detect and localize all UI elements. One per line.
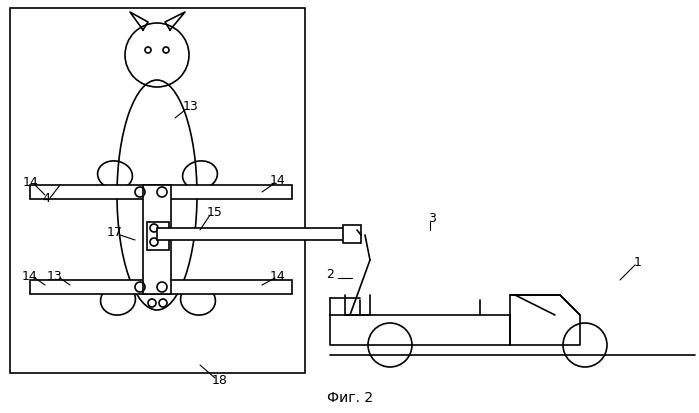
Text: 17: 17 — [107, 226, 123, 240]
Text: 14: 14 — [270, 270, 286, 282]
Bar — [30, 280, 292, 294]
Text: 18: 18 — [212, 375, 228, 387]
Text: 15: 15 — [207, 206, 223, 219]
Bar — [147, 222, 169, 250]
Bar — [143, 185, 171, 294]
Bar — [343, 225, 361, 243]
Text: 2: 2 — [326, 268, 334, 282]
Text: 14: 14 — [23, 176, 39, 190]
Text: 4: 4 — [42, 192, 50, 204]
Bar — [10, 8, 305, 373]
Bar — [30, 185, 292, 199]
Text: 3: 3 — [428, 211, 436, 225]
Text: Фиг. 2: Фиг. 2 — [327, 391, 373, 405]
Text: 13: 13 — [47, 270, 63, 282]
Text: 13: 13 — [183, 100, 199, 114]
Text: 1: 1 — [634, 256, 642, 268]
Text: 14: 14 — [22, 270, 38, 282]
Bar — [157, 228, 357, 240]
Text: 14: 14 — [270, 175, 286, 188]
